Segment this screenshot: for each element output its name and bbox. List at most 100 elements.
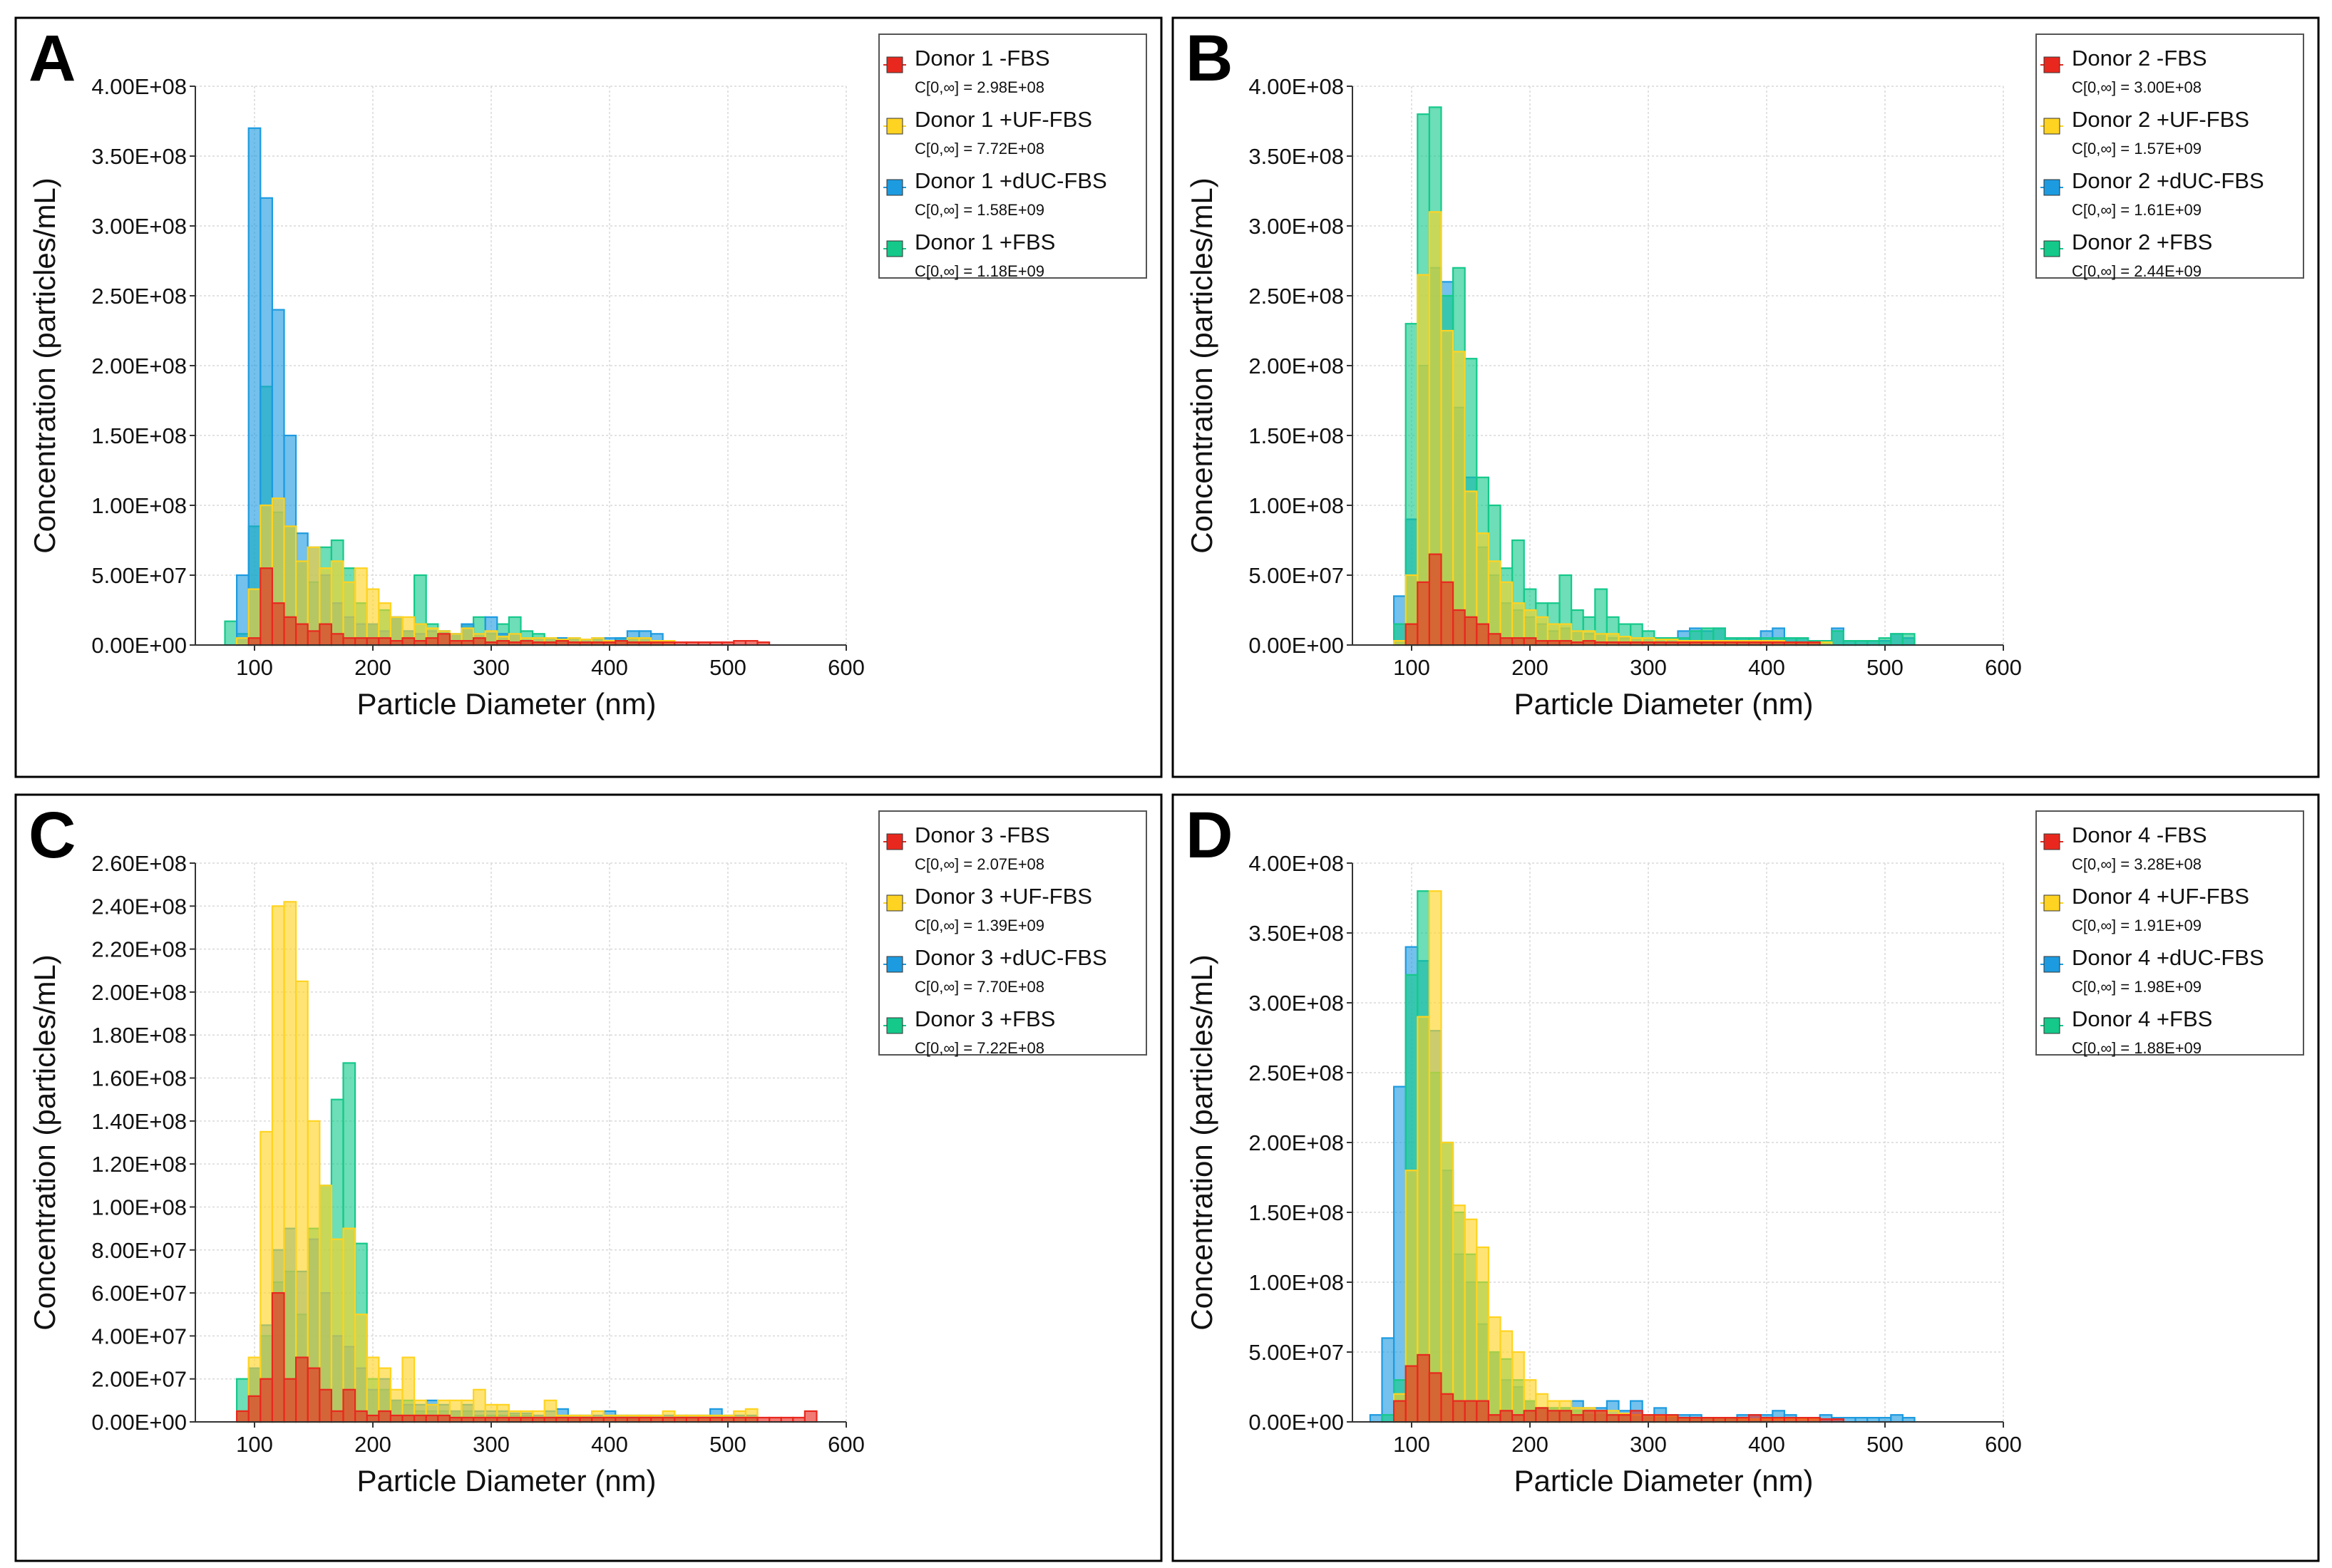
bar [1392,1085,1407,1423]
bar [1392,1400,1407,1423]
y-tick-label: 4.00E+08 [91,74,187,99]
x-tick-label: 400 [1748,1432,1785,1457]
x-tick-label: 200 [1511,655,1548,680]
bar [1546,1410,1561,1423]
legend-stat: C[0,∞] = 1.39E+09 [915,917,1044,934]
x-axis-title: Particle Diameter (nm) [356,687,656,721]
legend-box [878,810,1147,1056]
bar [1464,1400,1478,1423]
y-tick-label: 2.00E+07 [91,1367,187,1392]
bar [378,637,391,646]
legend-label: Donor 4 -FBS [2072,822,2207,847]
bar [247,588,262,646]
y-tick-label: 8.00E+07 [91,1238,187,1263]
bar [1535,1407,1549,1423]
panel-letter: B [1186,22,1233,95]
legend-stat: C[0,∞] = 1.61E+09 [2072,201,2202,219]
x-tick-label: 300 [473,655,510,680]
bar [260,567,273,646]
y-tick-label: 2.00E+08 [91,980,187,1005]
legend-stat: C[0,∞] = 7.72E+08 [915,140,1044,158]
x-tick-label: 100 [236,1432,273,1457]
legend-label: Donor 4 +dUC-FBS [2072,945,2264,970]
y-tick-label: 0.00E+00 [1248,633,1344,658]
legend-swatch [2043,833,2060,850]
y-axis-title: Concentration (particles/mL) [28,177,61,554]
y-axis-title: Concentration (particles/mL) [1185,954,1218,1331]
y-tick-label: 0.00E+00 [1248,1410,1344,1435]
legend-stat: C[0,∞] = 2.98E+08 [915,78,1044,96]
bar [1428,553,1442,646]
bar [1381,1414,1395,1423]
legend-swatch [2043,179,2060,196]
bar [319,1185,332,1423]
legend-label: Donor 4 +FBS [2072,1006,2212,1031]
legend-swatch [886,956,903,973]
y-tick-label: 0.00E+00 [91,633,187,658]
x-tick-label: 300 [1630,1432,1667,1457]
bar [1523,1410,1537,1423]
bar [1901,633,1916,646]
legend-label: Donor 4 +UF-FBS [2072,884,2249,909]
bar [1571,1414,1584,1423]
bar [1890,633,1904,646]
y-tick-label: 4.00E+08 [1248,851,1344,876]
y-axis-title: Concentration (particles/mL) [28,954,61,1331]
x-tick-label: 600 [828,655,865,680]
bar [1499,637,1514,646]
bar [354,1410,368,1423]
x-tick-label: 300 [473,1432,510,1457]
bar [366,588,380,646]
y-tick-label: 1.20E+08 [91,1152,187,1177]
bar [307,630,321,646]
bar [1452,351,1466,646]
legend-swatch [2043,240,2060,257]
bar [401,1356,416,1423]
legend-stat: C[0,∞] = 1.58E+09 [915,201,1044,219]
panel-a: 0.00E+00 5.00E+07 1.00E+08 1.50E+08 2.00E+08… [14,16,1163,778]
y-tick-label: 3.00E+08 [1248,991,1344,1016]
legend-label: Donor 1 +UF-FBS [915,107,1092,132]
x-axis-title: Particle Diameter (nm) [356,1464,656,1497]
bar [1440,1141,1454,1423]
legend-stat: C[0,∞] = 1.57E+09 [2072,140,2202,158]
y-axis-title: Concentration (particles/mL) [1185,177,1218,554]
bar [1464,1218,1478,1423]
legend-swatch [886,179,903,196]
bar [1452,1205,1466,1423]
x-tick-label: 200 [1511,1432,1548,1457]
bar [803,1410,818,1423]
legend-label: Donor 2 -FBS [2072,46,2207,71]
legend-stat: C[0,∞] = 3.00E+08 [2072,78,2202,96]
bar [330,1410,344,1423]
bar [271,1291,285,1423]
legend-swatch [2043,956,2060,973]
bar [1582,1410,1596,1423]
bar [378,1410,391,1423]
y-tick-label: 2.00E+08 [1248,1130,1344,1155]
bar [1487,633,1501,646]
legend-stat: C[0,∞] = 2.44E+09 [2072,262,2202,280]
legend-swatch [886,833,903,850]
y-tick-label: 1.50E+08 [1248,423,1344,448]
series-donor-4-uf-fbs [1392,890,1821,1423]
bar [342,581,356,646]
y-tick-label: 1.80E+08 [91,1023,187,1048]
bar [1630,1410,1643,1423]
bar [1594,1410,1608,1423]
bar [1464,616,1478,646]
bar [247,637,262,646]
bar [1417,1353,1431,1423]
series-donor-4-fbs [1392,1353,1845,1423]
bar [425,637,439,646]
legend: Donor 3 -FBS C[0,∞] = 2.07E+08 Donor 3 +UF… [878,810,1147,1057]
legend-label: Donor 3 -FBS [915,822,1050,847]
legend-stat: C[0,∞] = 1.18E+09 [915,262,1044,280]
bar [1428,1372,1442,1423]
y-tick-label: 1.00E+08 [91,1195,187,1219]
legend-label: Donor 1 -FBS [915,46,1050,71]
y-tick-label: 4.00E+07 [91,1324,187,1348]
bar [366,1356,380,1423]
x-tick-label: 600 [828,1432,865,1457]
